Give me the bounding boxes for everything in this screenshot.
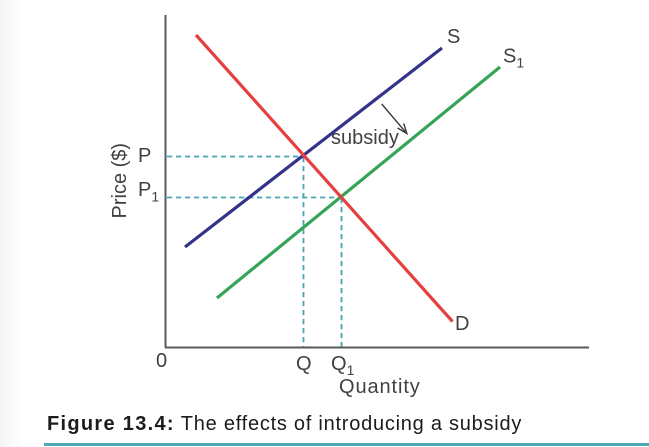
svg-text:subsidy: subsidy bbox=[331, 127, 399, 149]
svg-text:D: D bbox=[455, 313, 469, 335]
svg-text:S1: S1 bbox=[503, 46, 524, 71]
svg-text:P1: P1 bbox=[138, 179, 159, 205]
svg-text:S: S bbox=[447, 26, 460, 48]
svg-text:Price ($): Price ($) bbox=[109, 143, 131, 219]
svg-text:Q1: Q1 bbox=[331, 353, 355, 378]
svg-text:0: 0 bbox=[156, 350, 167, 372]
svg-text:Q: Q bbox=[296, 353, 312, 375]
svg-text:Quantity: Quantity bbox=[339, 376, 421, 398]
svg-text:P: P bbox=[138, 145, 151, 167]
